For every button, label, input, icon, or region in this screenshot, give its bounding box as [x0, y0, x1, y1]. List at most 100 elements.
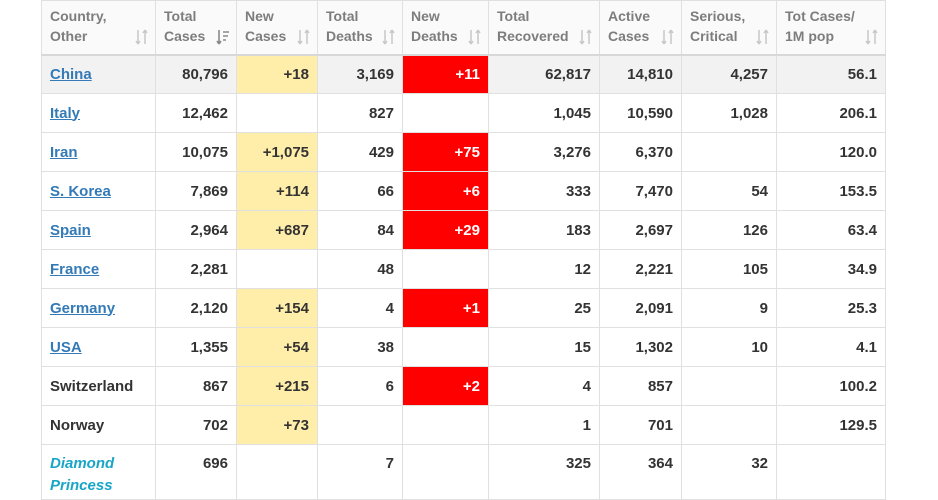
column-header-serious-critical[interactable]: Serious, Critical: [681, 0, 777, 56]
sort-arrows-icon[interactable]: [865, 29, 878, 45]
table-row: S. Korea 7,869 +114 66 +6 333 7,470 54 153.5: [41, 171, 886, 211]
country-link[interactable]: China: [50, 65, 92, 83]
cell-country: Diamond Princess: [41, 444, 156, 500]
cell-new-cases: +114: [236, 171, 318, 211]
table-row: Italy 12,462 827 1,045 10,590 1,028 206.1: [41, 93, 886, 133]
column-header-country[interactable]: Country, Other: [41, 0, 156, 56]
table-header: Country, Other Total Cases New Cases Tot…: [41, 0, 886, 56]
cell-cases-per-1m: 25.3: [776, 288, 886, 328]
cell-new-deaths: +6: [402, 171, 489, 211]
cell-cases-per-1m: 34.9: [776, 249, 886, 289]
cell-total-cases: 696: [155, 444, 237, 500]
cell-country[interactable]: France: [41, 249, 156, 289]
cell-active-cases: 857: [599, 366, 682, 406]
cell-serious-critical: 4,257: [681, 54, 777, 94]
cell-new-cases: [236, 93, 318, 133]
sort-arrows-icon[interactable]: [382, 29, 395, 45]
country-link[interactable]: Spain: [50, 221, 91, 239]
country-link[interactable]: France: [50, 260, 100, 278]
cell-country[interactable]: USA: [41, 327, 156, 367]
sort-arrows-icon[interactable]: [661, 29, 674, 45]
cell-country[interactable]: Germany: [41, 288, 156, 328]
column-header-line: Recovered: [497, 28, 569, 44]
sort-arrows-icon[interactable]: [756, 29, 769, 45]
cell-country[interactable]: Iran: [41, 132, 156, 172]
column-header-new-deaths[interactable]: New Deaths: [402, 0, 489, 56]
cell-new-cases: +73: [236, 405, 318, 445]
column-header-line: Total: [326, 8, 359, 24]
cell-country[interactable]: Spain: [41, 210, 156, 250]
cell-cases-per-1m: 4.1: [776, 327, 886, 367]
cell-active-cases: 6,370: [599, 132, 682, 172]
column-header-line: Cases: [608, 28, 650, 44]
cell-serious-critical: 10: [681, 327, 777, 367]
table-row: Germany 2,120 +154 4 +1 25 2,091 9 25.3: [41, 288, 886, 328]
cell-total-cases: 80,796: [155, 54, 237, 94]
cell-active-cases: 701: [599, 405, 682, 445]
cell-total-deaths: 7: [317, 444, 403, 500]
cell-total-deaths: 4: [317, 288, 403, 328]
cell-serious-critical: 32: [681, 444, 777, 500]
cell-serious-critical: 1,028: [681, 93, 777, 133]
cell-cases-per-1m: 120.0: [776, 132, 886, 172]
cell-total-cases: 12,462: [155, 93, 237, 133]
country-link[interactable]: USA: [50, 338, 82, 356]
cell-cases-per-1m: 56.1: [776, 54, 886, 94]
cell-cases-per-1m: [776, 444, 886, 500]
cell-total-deaths: 84: [317, 210, 403, 250]
cell-new-cases: [236, 444, 318, 500]
cell-active-cases: 10,590: [599, 93, 682, 133]
column-header-total-cases[interactable]: Total Cases: [155, 0, 237, 56]
table-row: USA 1,355 +54 38 15 1,302 10 4.1: [41, 327, 886, 367]
cell-new-deaths: +29: [402, 210, 489, 250]
cell-country: Norway: [41, 405, 156, 445]
cell-total-recovered: 12: [488, 249, 600, 289]
table-row: France 2,281 48 12 2,221 105 34.9: [41, 249, 886, 289]
cell-new-cases: +18: [236, 54, 318, 94]
cell-country[interactable]: S. Korea: [41, 171, 156, 211]
column-header-line: Tot Cases/: [785, 8, 855, 24]
column-header-line: Serious,: [690, 8, 746, 24]
column-header-new-cases[interactable]: New Cases: [236, 0, 318, 56]
column-header-cases-per-1m[interactable]: Tot Cases/ 1M pop: [776, 0, 886, 56]
column-header-line: Cases: [164, 28, 206, 44]
column-header-line: Deaths: [326, 28, 373, 44]
cell-country[interactable]: Italy: [41, 93, 156, 133]
column-header-line: Total: [497, 8, 530, 24]
column-header-total-deaths[interactable]: Total Deaths: [317, 0, 403, 56]
column-header-active-cases[interactable]: Active Cases: [599, 0, 682, 56]
sort-descending-icon[interactable]: [216, 29, 229, 45]
cell-total-deaths: 66: [317, 171, 403, 211]
cell-total-cases: 1,355: [155, 327, 237, 367]
country-link[interactable]: Italy: [50, 104, 81, 122]
sort-arrows-icon[interactable]: [297, 29, 310, 45]
cell-total-cases: 2,281: [155, 249, 237, 289]
cell-total-cases: 702: [155, 405, 237, 445]
cell-new-deaths: [402, 327, 489, 367]
sort-arrows-icon[interactable]: [579, 29, 592, 45]
cell-total-cases: 2,964: [155, 210, 237, 250]
column-header-total-recovered[interactable]: Total Recovered: [488, 0, 600, 56]
cell-total-recovered: 333: [488, 171, 600, 211]
country-link[interactable]: Iran: [50, 143, 78, 161]
cell-cases-per-1m: 206.1: [776, 93, 886, 133]
cell-active-cases: 7,470: [599, 171, 682, 211]
cell-new-deaths: +75: [402, 132, 489, 172]
cell-new-cases: +54: [236, 327, 318, 367]
sort-arrows-icon[interactable]: [468, 29, 481, 45]
cell-total-deaths: 48: [317, 249, 403, 289]
country-name: Switzerland: [50, 377, 134, 395]
column-header-line: Total: [164, 8, 197, 24]
cell-serious-critical: [681, 132, 777, 172]
cell-country[interactable]: China: [41, 54, 156, 94]
country-link[interactable]: S. Korea: [50, 182, 111, 200]
table-body: China 80,796 +18 3,169 +11 62,817 14,810 4,257 5…: [41, 54, 886, 500]
country-link[interactable]: Germany: [50, 299, 116, 317]
cell-new-deaths: +2: [402, 366, 489, 406]
sort-arrows-icon[interactable]: [135, 29, 148, 45]
column-header-line: Critical: [690, 28, 738, 44]
cell-total-cases: 2,120: [155, 288, 237, 328]
cell-active-cases: 2,697: [599, 210, 682, 250]
cell-serious-critical: 9: [681, 288, 777, 328]
cell-new-cases: +215: [236, 366, 318, 406]
